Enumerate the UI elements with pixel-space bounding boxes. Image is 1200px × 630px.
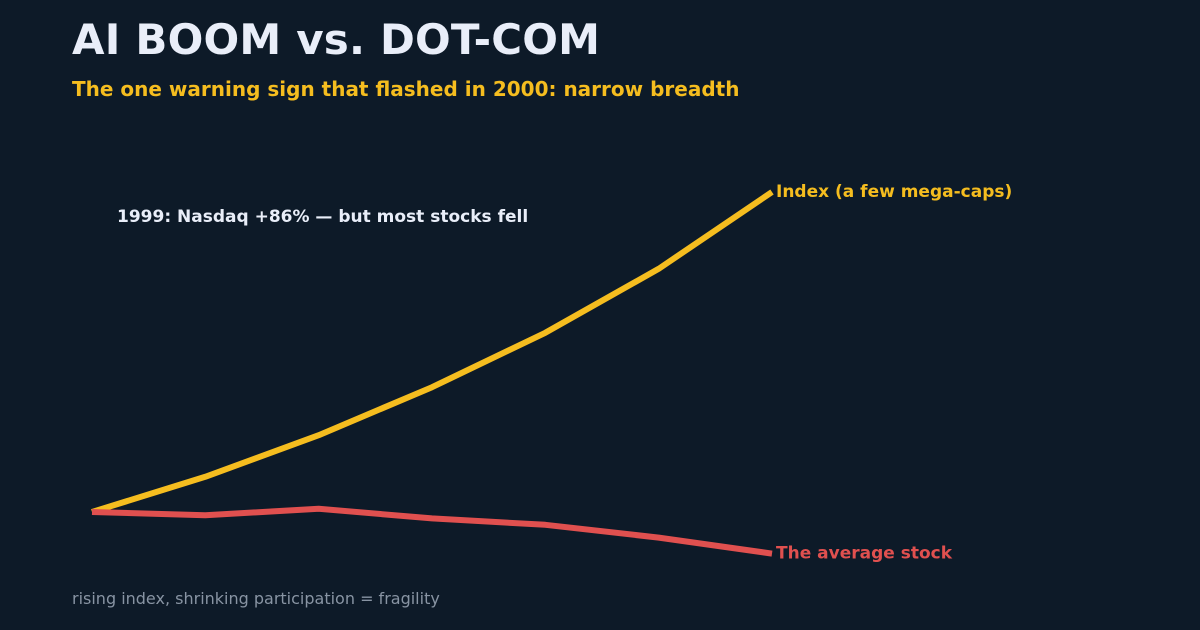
series-label-the-average-stock: The average stock <box>776 544 953 564</box>
series-line-the-average-stock <box>91 505 773 557</box>
chart-subtitle: The one warning sign that flashed in 200… <box>72 77 740 101</box>
series-line-index-a-few-mega-caps <box>91 189 774 515</box>
footer-note: rising index, shrinking participation = … <box>72 589 440 608</box>
series-layer <box>91 189 774 557</box>
series-label-layer: Index (a few mega-caps) The average stock <box>776 182 1012 564</box>
series-label-index-a-few-mega-caps: Index (a few mega-caps) <box>776 182 1012 202</box>
chart-annotation: 1999: Nasdaq +86% — but most stocks fell <box>117 207 528 227</box>
chart-title: AI BOOM vs. DOT-COM <box>72 15 601 64</box>
